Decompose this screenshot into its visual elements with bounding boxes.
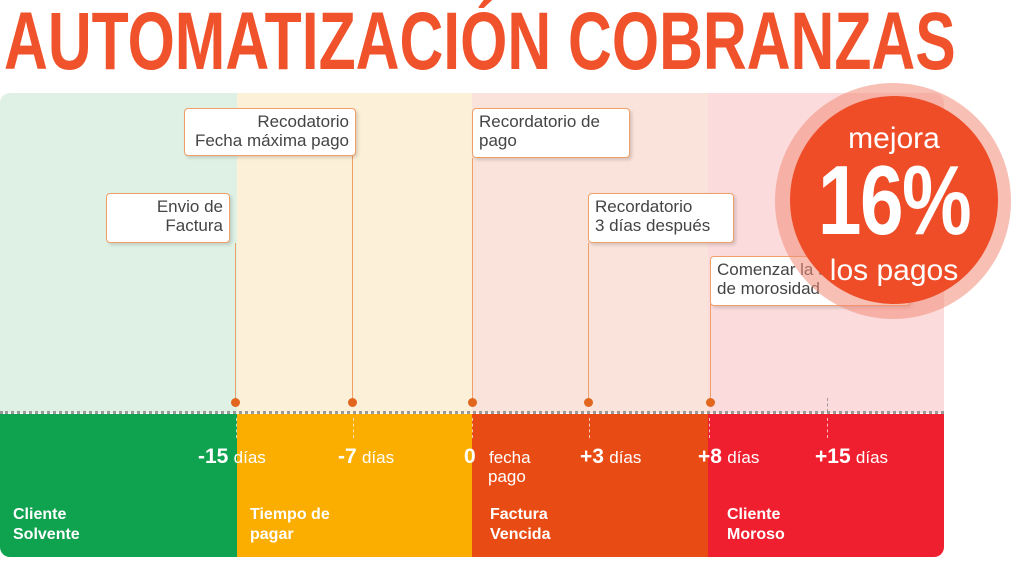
tick-mark	[472, 418, 473, 438]
tick-label-zero: 0 fecha	[464, 445, 531, 468]
callout-stem	[235, 243, 236, 401]
callout-recordatorio-fecha-maxima: Recodatorio Fecha máxima pago	[184, 108, 356, 156]
callout-stem	[472, 158, 473, 401]
callout-stem	[588, 243, 589, 401]
zone-label-factura-vencida: Factura Vencida	[490, 506, 551, 543]
callout-envio-factura: Envio de Factura	[106, 193, 230, 243]
zone-factura-vencida	[472, 414, 708, 557]
tick-label-plus-15: +15 días	[815, 445, 889, 468]
tick-label-minus-15: -15 días	[198, 445, 266, 468]
zone-label-cliente-moroso: Cliente Moroso	[727, 506, 785, 543]
event-dot	[468, 398, 477, 407]
callout-stem	[352, 154, 353, 401]
zone-tiempo-de-pagar	[237, 414, 472, 557]
zone-label-cliente-solvente: Cliente Solvente	[13, 506, 80, 543]
badge-percent: 16%	[817, 145, 972, 255]
tick-mark	[709, 418, 710, 438]
zone-cliente-moroso	[708, 414, 944, 557]
tick-label-minus-7: -7 días	[338, 445, 395, 468]
event-dot	[231, 398, 240, 407]
event-dot	[706, 398, 715, 407]
tick-label-zero-sub: pago	[488, 467, 526, 486]
tick-mark	[827, 398, 828, 412]
tick-mark	[827, 418, 828, 438]
tick-label-plus-8: +8 días	[698, 445, 760, 468]
callout-stem	[710, 304, 711, 401]
page-title: AUTOMATIZACIÓN COBRANZAS	[4, 0, 956, 87]
zone-label-tiempo-de-pagar: Tiempo de pagar	[250, 506, 330, 543]
event-dot	[348, 398, 357, 407]
zone-cliente-solvente	[0, 414, 237, 557]
event-dot	[584, 398, 593, 407]
improvement-badge: mejora 16% los pagos	[790, 96, 998, 304]
tick-mark	[589, 418, 590, 438]
badge-line-1: mejora	[848, 122, 940, 155]
tick-label-plus-3: +3 días	[580, 445, 642, 468]
tick-mark	[236, 418, 237, 438]
callout-recordatorio-pago: Recordatorio de pago	[472, 108, 630, 158]
callout-recordatorio-3-dias: Recordatorio 3 días después	[588, 193, 734, 243]
badge-line-2: los pagos	[829, 254, 959, 287]
timeline-baseline	[0, 411, 944, 414]
tick-mark	[353, 418, 354, 438]
